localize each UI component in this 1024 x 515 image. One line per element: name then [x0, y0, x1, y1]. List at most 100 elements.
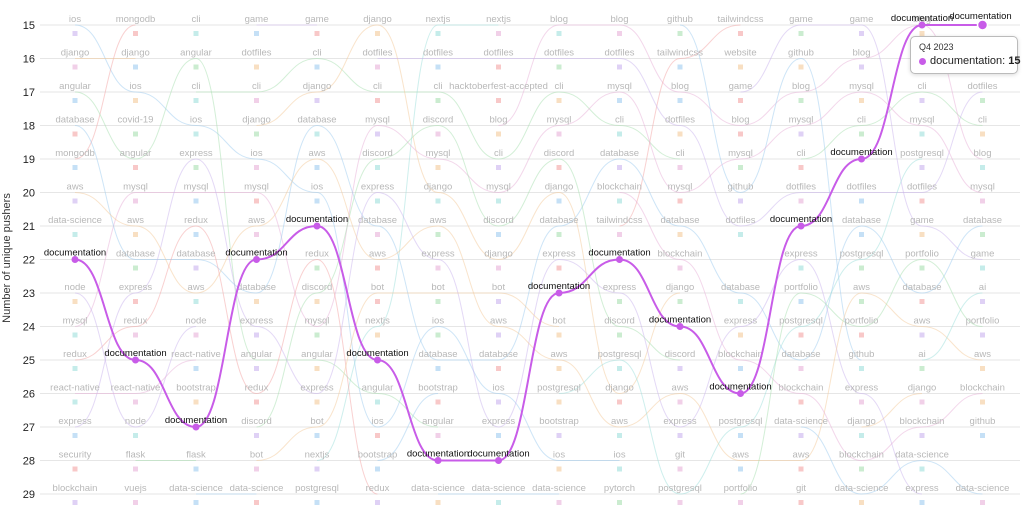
- background-label: website: [723, 48, 756, 59]
- background-line-discord: [377, 125, 439, 160]
- background-marker: [919, 198, 925, 204]
- background-label: blockchain: [53, 483, 98, 494]
- background-marker: [193, 299, 199, 304]
- series-line-documentation[interactable]: [74, 24, 923, 462]
- background-line-redux: [316, 259, 378, 495]
- background-marker: [72, 299, 78, 304]
- background-marker: [919, 399, 925, 405]
- background-label: database: [721, 282, 760, 293]
- background-marker: [798, 98, 804, 103]
- background-label: redux: [366, 483, 390, 494]
- background-marker: [980, 366, 985, 371]
- background-line-nextjs: [316, 326, 378, 461]
- series-point[interactable]: [192, 423, 200, 431]
- background-marker: [314, 98, 320, 103]
- background-label: dotfiles: [665, 115, 695, 126]
- background-marker: [496, 232, 501, 237]
- background-label: django: [303, 81, 332, 92]
- series-point-label: documentation: [225, 248, 287, 259]
- series-point[interactable]: [737, 390, 744, 397]
- background-marker: [738, 466, 743, 472]
- background-line-django: [437, 192, 499, 260]
- background-label: covid-19: [118, 115, 154, 126]
- series-point[interactable]: [555, 289, 563, 297]
- background-label: blog: [792, 81, 810, 92]
- background-marker: [375, 500, 380, 505]
- background-marker: [617, 466, 622, 472]
- series-point[interactable]: [313, 222, 321, 230]
- background-label: cli: [373, 81, 382, 92]
- background-marker: [375, 31, 380, 36]
- series-point[interactable]: [253, 256, 260, 263]
- background-label: aws: [611, 416, 628, 427]
- background-marker: [617, 165, 622, 170]
- background-line-mysql: [558, 91, 620, 126]
- highlighted-series[interactable]: documentation documentation documentation d…: [44, 11, 1012, 464]
- background-marker: [435, 399, 441, 405]
- background-label: game: [245, 14, 269, 25]
- background-marker: [556, 64, 562, 70]
- series-point[interactable]: [71, 256, 79, 263]
- series-point-label: documentation: [891, 13, 953, 24]
- background-series-lines: [74, 24, 983, 495]
- background-marker: [72, 31, 78, 36]
- background-line-aws: [377, 225, 439, 260]
- background-line-postgresql: [679, 426, 741, 495]
- y-tick-label: 25: [23, 355, 35, 367]
- series-point-label: documentation: [528, 281, 590, 292]
- background-label: portfolio: [784, 282, 818, 293]
- background-label: aws: [672, 383, 689, 394]
- series-point[interactable]: [616, 256, 623, 263]
- background-marker: [496, 31, 501, 36]
- series-point[interactable]: [858, 155, 865, 163]
- series-point-label: documentation: [165, 415, 227, 426]
- background-label: flask: [126, 450, 146, 461]
- background-label: aws: [127, 215, 144, 226]
- background-label: game: [729, 81, 753, 92]
- background-line-bot: [256, 426, 318, 461]
- background-label: react-native: [111, 383, 161, 394]
- background-label: git: [796, 483, 806, 494]
- background-line-aws: [861, 292, 923, 327]
- background-label: react-native: [50, 383, 100, 394]
- background-line-mysql: [74, 192, 136, 327]
- background-line-angular: [74, 91, 136, 160]
- background-line-dotfiles: [740, 192, 802, 227]
- background-label: hacktoberfest-accepted: [449, 81, 548, 92]
- background-label: data-science: [411, 483, 465, 494]
- background-label: express: [482, 416, 516, 427]
- background-line-aws: [800, 292, 862, 461]
- background-line-database: [861, 225, 923, 294]
- background-marker: [556, 332, 562, 338]
- background-label: node: [185, 316, 206, 327]
- background-line-ios: [377, 326, 439, 428]
- background-line-ios: [316, 192, 378, 428]
- background-marker: [617, 31, 622, 36]
- series-point[interactable]: [434, 457, 442, 464]
- background-line-blog: [498, 24, 560, 126]
- series-point[interactable]: [797, 222, 805, 230]
- series-point[interactable]: [374, 356, 381, 364]
- background-label: django: [847, 416, 876, 427]
- background-label: portfolio: [966, 316, 1000, 327]
- background-label: express: [361, 182, 395, 193]
- y-tick-label: 26: [23, 389, 35, 401]
- background-label: blockchain: [597, 182, 642, 193]
- series-point[interactable]: [132, 356, 139, 364]
- background-marker: [133, 64, 138, 70]
- background-marker: [72, 399, 78, 405]
- series-point[interactable]: [676, 323, 684, 330]
- background-label: github: [970, 416, 996, 427]
- background-line-blockchain: [861, 426, 923, 461]
- series-point-active[interactable]: [976, 19, 989, 31]
- series-point[interactable]: [495, 457, 502, 464]
- background-label: nextjs: [305, 450, 330, 461]
- background-label: dotfiles: [725, 215, 755, 226]
- background-marker: [677, 265, 683, 271]
- background-label: cli: [555, 81, 564, 92]
- background-marker: [798, 131, 804, 137]
- background-marker: [72, 64, 78, 70]
- background-marker: [677, 433, 683, 438]
- background-marker: [556, 366, 562, 371]
- background-marker: [375, 299, 380, 304]
